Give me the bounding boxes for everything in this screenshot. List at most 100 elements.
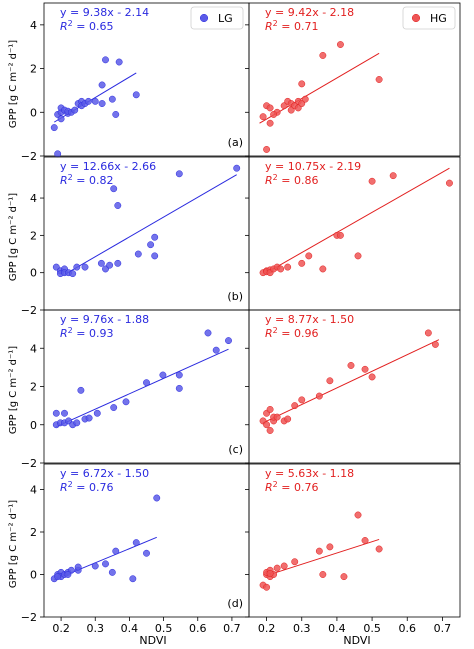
- y-axis-label: GPP [g C m⁻² d⁻¹]: [8, 40, 19, 128]
- data-point: [326, 377, 334, 385]
- data-point: [108, 568, 116, 576]
- data-point: [298, 259, 306, 267]
- data-point: [122, 398, 130, 406]
- data-point: [112, 547, 120, 555]
- x-tick-label: 0.6: [189, 622, 207, 635]
- plot-frame: [248, 2, 461, 157]
- y-tick-label: 0: [30, 569, 37, 582]
- y-tick-label: 0: [30, 106, 37, 119]
- data-point: [319, 571, 327, 578]
- legend-label: HG: [430, 12, 447, 25]
- legend-box: [190, 6, 244, 30]
- data-point: [110, 185, 118, 193]
- data-point: [112, 111, 120, 118]
- data-point: [77, 386, 85, 394]
- x-tick-label: 0.5: [155, 622, 173, 635]
- x-tick-label: 0.2: [52, 622, 70, 635]
- data-point: [266, 406, 274, 413]
- data-point: [315, 392, 323, 400]
- r-squared: R2 = 0.82: [60, 173, 113, 187]
- data-point: [84, 97, 92, 105]
- data-point: [280, 562, 288, 570]
- y-tick-label: 4: [30, 484, 37, 497]
- x-tick-label: 0.4: [328, 622, 346, 635]
- data-point: [266, 427, 274, 434]
- legend-marker: [199, 13, 209, 23]
- r-squared: R2 = 0.86: [265, 173, 318, 187]
- data-point: [266, 119, 274, 127]
- data-point: [110, 404, 118, 411]
- regression-line: [64, 174, 237, 275]
- data-point: [143, 379, 150, 387]
- regression-line: [266, 167, 450, 274]
- data-point: [298, 396, 306, 404]
- r-squared: R2 = 0.76: [265, 480, 318, 494]
- data-point: [446, 179, 453, 187]
- data-point: [98, 100, 106, 107]
- data-point: [69, 270, 77, 278]
- plot-frame: [248, 463, 461, 618]
- data-point: [270, 111, 278, 118]
- data-point: [106, 261, 114, 269]
- x-axis-label-right: NDVI: [343, 634, 370, 647]
- data-point: [52, 409, 60, 417]
- data-point: [284, 263, 292, 271]
- data-point: [291, 402, 299, 410]
- x-tick-label: 0.3: [87, 622, 105, 635]
- data-point: [273, 413, 281, 421]
- x-tick-label: 0.3: [293, 622, 311, 635]
- data-point: [64, 571, 72, 578]
- regression-line: [266, 538, 380, 577]
- data-point: [233, 164, 241, 172]
- data-point: [298, 80, 306, 88]
- data-point: [159, 371, 167, 379]
- data-point: [61, 409, 68, 417]
- data-point: [97, 259, 105, 267]
- regression-line: [262, 339, 440, 424]
- regression-equation: y = 6.72x - 1.50: [60, 467, 149, 480]
- legend-box: [402, 6, 456, 30]
- data-point: [259, 113, 267, 121]
- data-point: [361, 537, 369, 544]
- data-point: [147, 241, 155, 249]
- data-point: [143, 549, 150, 557]
- data-point: [212, 346, 220, 354]
- data-point: [301, 95, 309, 103]
- y-tick-label: 2: [30, 381, 37, 394]
- data-point: [98, 81, 106, 89]
- y-tick-label: 2: [30, 526, 37, 539]
- panel-label: (b): [227, 290, 243, 303]
- r-squared: R2 = 0.65: [60, 19, 113, 33]
- y-axis-label: GPP [g C m⁻² d⁻¹]: [8, 346, 19, 434]
- data-point: [336, 231, 344, 239]
- data-point: [284, 415, 292, 423]
- data-point: [114, 202, 122, 209]
- data-point: [151, 252, 159, 260]
- data-point: [85, 414, 93, 422]
- y-tick-label: 0: [30, 267, 37, 280]
- y-axis-label: GPP [g C m⁻² d⁻¹]: [8, 193, 19, 281]
- regression-equation: y = 5.63x - 1.18: [265, 467, 354, 480]
- y-tick-label: 2: [30, 229, 37, 242]
- regression-equation: y = 12.66x - 2.66: [60, 160, 156, 173]
- data-point: [81, 263, 89, 271]
- y-tick-label: −2: [21, 304, 37, 317]
- panel-label: (c): [228, 443, 243, 456]
- data-point: [50, 124, 58, 132]
- data-point: [115, 58, 123, 66]
- y-tick-label: −2: [21, 150, 37, 163]
- data-point: [73, 419, 81, 427]
- data-point: [368, 177, 376, 185]
- y-tick-label: −2: [21, 611, 37, 624]
- subplot-d-left: −2 0 2 4 0.2 0.3 0.4 0.5 0.6 0.7 y = 6.72x - 1.50R…: [21, 463, 250, 635]
- data-point: [71, 106, 79, 114]
- data-point: [93, 409, 101, 417]
- data-point: [175, 384, 183, 392]
- data-point: [153, 494, 161, 502]
- data-point: [57, 115, 65, 123]
- data-point: [74, 563, 82, 571]
- data-point: [389, 172, 397, 180]
